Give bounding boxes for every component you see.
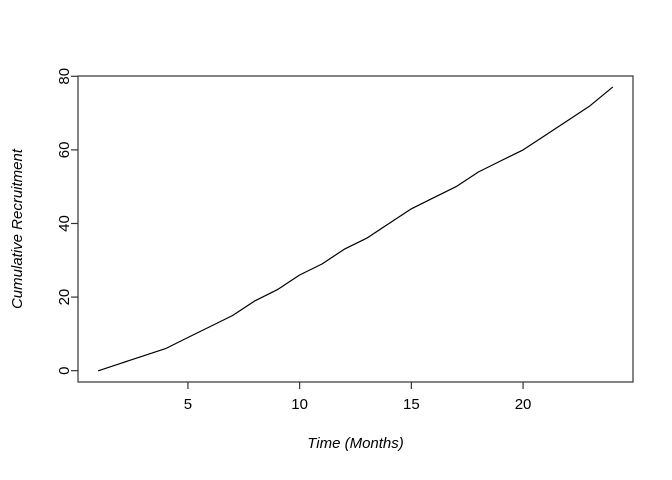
x-tick-label: 20 (515, 396, 532, 413)
data-line-cumulative-recruitment (97, 86, 614, 372)
y-axis-title: Cumulative Recruitment (9, 148, 26, 309)
axes: 5 10 15 20 0 20 40 60 80 (56, 68, 531, 413)
x-tick-label: 15 (403, 396, 420, 413)
y-tick-label: 80 (56, 68, 73, 85)
data-line-group (97, 86, 614, 372)
y-tick-label: 0 (56, 366, 73, 374)
y-tick-label: 40 (56, 215, 73, 232)
x-tick-label: 5 (184, 396, 192, 413)
y-tick-label: 20 (56, 289, 73, 306)
x-tick-label: 10 (291, 396, 308, 413)
x-axis-title: Time (Months) (307, 435, 404, 452)
plot-area (77, 75, 634, 383)
y-tick-label: 60 (56, 142, 73, 159)
plot-box-border (77, 75, 634, 383)
